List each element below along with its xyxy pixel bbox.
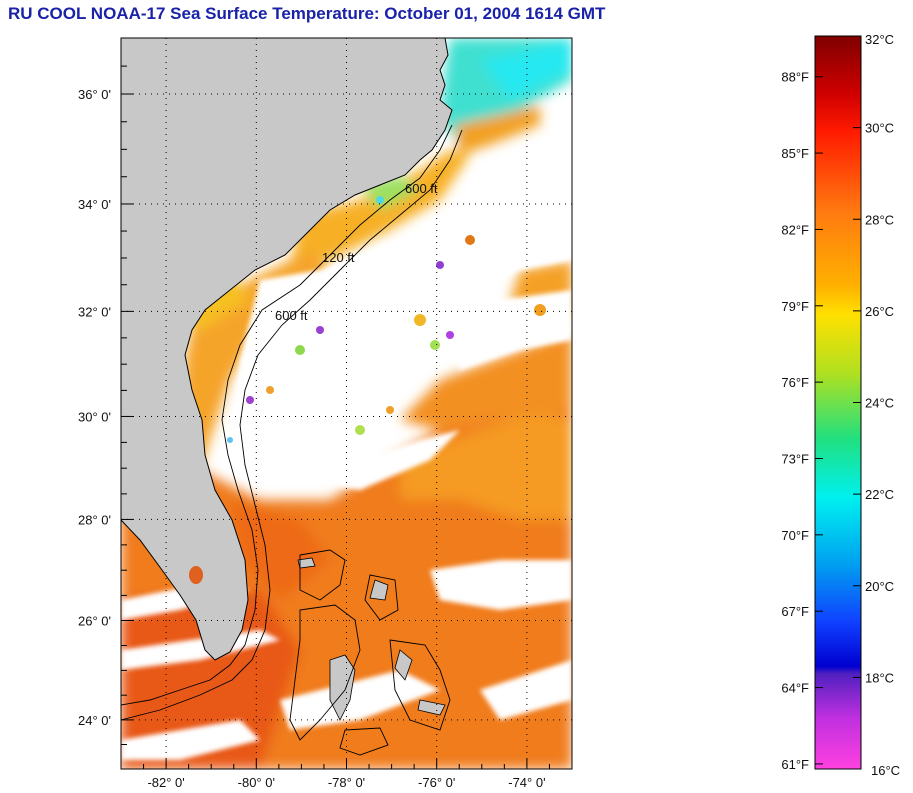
land-mass bbox=[121, 38, 453, 661]
contour-label: 600 ft bbox=[405, 181, 438, 196]
longitude-label: -80° 0' bbox=[238, 775, 275, 790]
longitude-label: -82° 0' bbox=[147, 775, 184, 790]
contour-label: 120 ft bbox=[322, 250, 355, 265]
axis-ticks bbox=[120, 37, 573, 770]
contour-label: 600 ft bbox=[275, 308, 308, 323]
longitude-labels: -82° 0' -80° 0' -78° 0' -76° 0' -74° 0' bbox=[147, 775, 545, 790]
map-title: RU COOL NOAA-17 Sea Surface Temperature:… bbox=[8, 4, 606, 23]
longitude-label: -76° 0' bbox=[418, 775, 455, 790]
latitude-label: 32° 0' bbox=[78, 304, 111, 319]
latitude-label: 34° 0' bbox=[78, 197, 111, 212]
lake-okeechobee bbox=[189, 566, 203, 584]
latitude-label: 24° 0' bbox=[78, 713, 111, 728]
latitude-label: 36° 0' bbox=[78, 87, 111, 102]
latitude-label: 30° 0' bbox=[78, 409, 111, 424]
scattered-sst-patches bbox=[214, 196, 546, 576]
bathymetry-contours bbox=[121, 124, 463, 756]
latitude-labels: 36° 0' 34° 0' 32° 0' 30° 0' 28° 0' 26° 0' 24° … bbox=[78, 87, 111, 728]
bahamas-islands bbox=[297, 557, 446, 721]
latitude-label: 28° 0' bbox=[78, 512, 111, 527]
longitude-label: -78° 0' bbox=[328, 775, 365, 790]
latitude-label: 26° 0' bbox=[78, 614, 111, 629]
longitude-label: -74° 0' bbox=[508, 775, 545, 790]
